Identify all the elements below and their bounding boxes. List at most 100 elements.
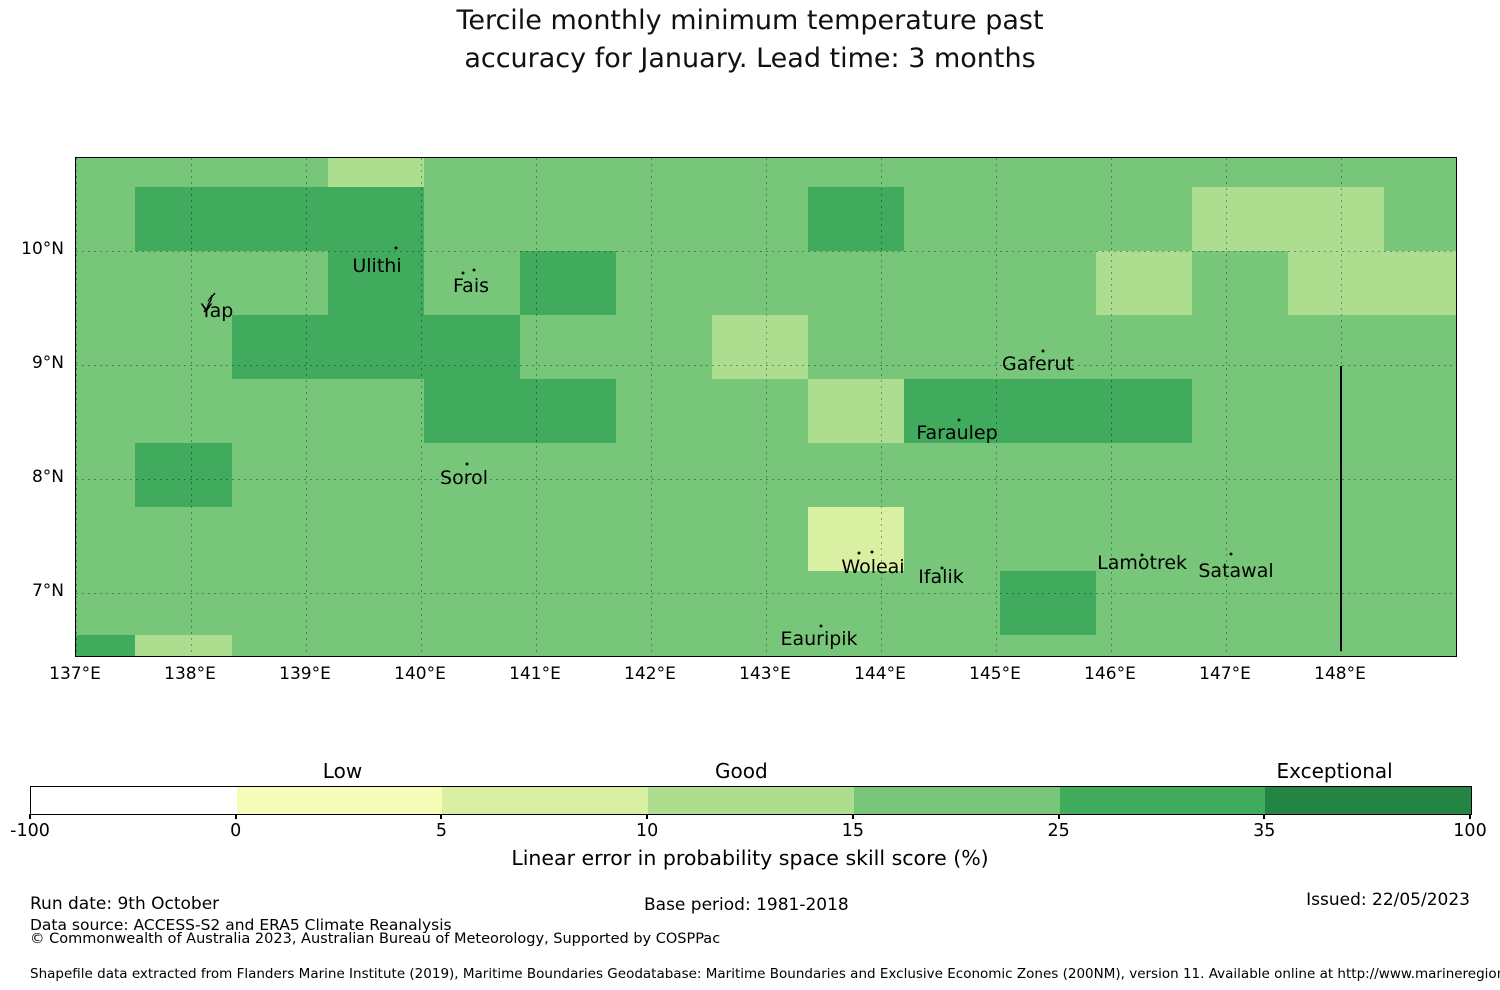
colorbar-segment bbox=[648, 787, 854, 814]
skill-cell-25-35 bbox=[232, 315, 521, 380]
skill-cell-25-35 bbox=[904, 379, 1192, 443]
island-label-ifalik: Ifalik bbox=[918, 566, 964, 588]
colorbar-tick-label: 5 bbox=[435, 821, 447, 841]
skill-cell-10-15 bbox=[808, 379, 904, 443]
colorbar-tick-label: 100 bbox=[1453, 821, 1487, 841]
base-period-text: Base period: 1981-2018 bbox=[644, 895, 849, 915]
gridline-meridian bbox=[1225, 158, 1227, 656]
colorbar-tick-mark bbox=[1057, 814, 1060, 819]
colorbar-tick-mark bbox=[440, 814, 443, 819]
island-marker-woleai bbox=[857, 551, 861, 555]
copyright-text: © Commonwealth of Australia 2023, Austra… bbox=[30, 931, 721, 947]
gridline-meridian bbox=[535, 158, 537, 656]
colorbar-segment bbox=[442, 787, 649, 814]
x-tick-label: 137°E bbox=[49, 664, 101, 684]
island-marker-woleai bbox=[870, 550, 874, 554]
skill-cell-10-15 bbox=[712, 315, 808, 380]
x-tick-label: 141°E bbox=[509, 664, 561, 684]
x-tick-label: 143°E bbox=[739, 664, 791, 684]
island-marker-sorol bbox=[465, 462, 469, 466]
x-tick-label: 147°E bbox=[1199, 664, 1251, 684]
skill-cell-10-15 bbox=[1192, 187, 1384, 251]
x-tick-label: 140°E bbox=[394, 664, 446, 684]
x-tick-label: 146°E bbox=[1084, 664, 1136, 684]
gridline-parallel bbox=[76, 364, 1456, 366]
gridline-meridian bbox=[880, 158, 882, 656]
island-label-faraulep: Faraulep bbox=[916, 421, 998, 444]
colorbar-tick-label: 25 bbox=[1047, 821, 1070, 841]
gridline-meridian bbox=[420, 158, 422, 656]
x-tick-label: 139°E bbox=[279, 664, 331, 684]
island-label-woleai: Woleai bbox=[841, 556, 905, 578]
gridline-parallel bbox=[76, 478, 1456, 480]
island-label-eauripik: Eauripik bbox=[780, 628, 858, 650]
run-date-text: Run date: 9th October bbox=[30, 894, 220, 914]
chart-title: Tercile monthly minimum temperature past… bbox=[0, 2, 1500, 78]
colorbar-tick-mark bbox=[1263, 814, 1266, 819]
skill-cell-25-35 bbox=[328, 251, 424, 315]
gridline-meridian bbox=[190, 158, 192, 656]
gridline-meridian bbox=[305, 158, 307, 656]
gridline-parallel bbox=[76, 250, 1456, 252]
island-label-sorol: Sorol bbox=[440, 467, 488, 489]
skill-cell-10-15 bbox=[1288, 251, 1456, 315]
gridline-meridian bbox=[1110, 158, 1112, 656]
island-label-lamotrek: Lamotrek bbox=[1097, 552, 1188, 574]
colorbar-tick-mark bbox=[851, 814, 854, 819]
colorbar-tick-mark bbox=[1469, 814, 1471, 819]
skill-cell-25-35 bbox=[135, 187, 424, 251]
colorbar-segment bbox=[1265, 787, 1472, 814]
skill-cell-5-10 bbox=[808, 507, 904, 571]
chart-title-line2: accuracy for January. Lead time: 3 month… bbox=[464, 43, 1036, 74]
issued-date-text: Issued: 22/05/2023 bbox=[1306, 890, 1470, 910]
y-tick-label: 9°N bbox=[31, 353, 64, 373]
skill-cell-25-35 bbox=[1000, 571, 1096, 635]
island-label-satawal: Satawal bbox=[1198, 560, 1274, 582]
colorbar-category-label: Exceptional bbox=[1276, 759, 1393, 783]
island-label-gaferut: Gaferut bbox=[1001, 353, 1075, 375]
skill-cell-10-15 bbox=[328, 158, 424, 188]
y-tick-label: 10°N bbox=[21, 239, 64, 259]
island-marker-lamotrek bbox=[1140, 553, 1144, 557]
colorbar-tick-label: 15 bbox=[841, 821, 865, 841]
eez-boundary-line bbox=[1340, 366, 1342, 652]
island-marker-ifalik bbox=[940, 566, 944, 570]
island-marker-fais bbox=[472, 268, 476, 272]
island-outline-yap bbox=[200, 291, 220, 319]
colorbar-segment bbox=[1059, 787, 1266, 814]
colorbar bbox=[30, 786, 1472, 815]
skill-cell-25-35 bbox=[76, 634, 135, 656]
colorbar-tick-mark bbox=[646, 814, 649, 819]
island-label-yap: Yap bbox=[200, 300, 234, 322]
gridline-meridian bbox=[765, 158, 767, 656]
colorbar-axis-label: Linear error in probability space skill … bbox=[511, 846, 989, 870]
colorbar-tick-mark bbox=[234, 814, 237, 819]
gridline-meridian bbox=[76, 158, 77, 656]
colorbar-tick-label: 10 bbox=[635, 821, 659, 841]
y-tick-label: 7°N bbox=[31, 581, 64, 601]
colorbar-segment bbox=[853, 787, 1060, 814]
x-tick-label: 145°E bbox=[969, 664, 1021, 684]
colorbar-category-label: Good bbox=[715, 759, 768, 783]
colorbar-tick-mark bbox=[29, 814, 31, 819]
data-source-text: Data source: ACCESS-S2 and ERA5 Climate … bbox=[30, 916, 452, 934]
colorbar-category-label: Low bbox=[322, 759, 363, 783]
colorbar-tick-label: -100 bbox=[10, 821, 50, 841]
skill-cell-25-35 bbox=[424, 379, 616, 443]
island-marker-ulithi bbox=[394, 246, 398, 250]
colorbar-tick-label: 35 bbox=[1253, 821, 1276, 841]
island-label-fais: Fais bbox=[452, 275, 490, 297]
skill-cell-10-15 bbox=[135, 634, 233, 656]
colorbar-segment bbox=[31, 787, 237, 814]
island-marker-gaferut bbox=[1041, 349, 1045, 353]
island-marker-satawal bbox=[1229, 552, 1233, 556]
gridline-parallel bbox=[76, 592, 1456, 594]
island-marker-fais bbox=[461, 271, 465, 275]
x-tick-label: 144°E bbox=[854, 664, 906, 684]
x-tick-label: 138°E bbox=[164, 664, 216, 684]
chart-title-line1: Tercile monthly minimum temperature past bbox=[456, 5, 1044, 36]
gridline-meridian bbox=[650, 158, 652, 656]
x-tick-label: 148°E bbox=[1314, 664, 1366, 684]
x-tick-label: 142°E bbox=[624, 664, 676, 684]
